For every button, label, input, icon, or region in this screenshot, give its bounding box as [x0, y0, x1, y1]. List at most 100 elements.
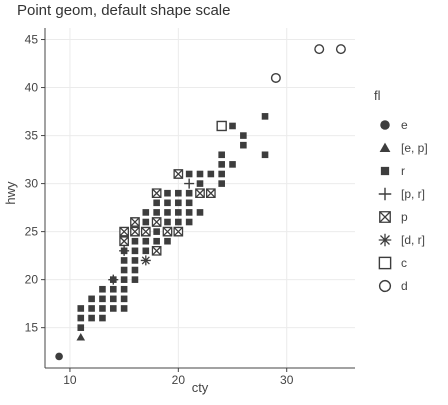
series-p	[119, 169, 216, 256]
legend-label: [p, r]	[401, 187, 425, 201]
data-point	[99, 295, 106, 303]
data-point	[185, 209, 193, 216]
data-point	[131, 237, 139, 245]
data-point	[175, 199, 182, 207]
legend-label: d	[401, 279, 408, 293]
legend-key	[378, 187, 392, 201]
data-point	[99, 305, 106, 312]
data-point	[175, 218, 182, 226]
data-point	[119, 236, 129, 247]
data-point	[153, 237, 160, 245]
data-point	[55, 352, 63, 361]
data-point	[140, 226, 151, 237]
data-point	[164, 189, 171, 197]
data-point	[164, 218, 171, 226]
data-point	[142, 247, 150, 255]
y-tick-label: 15	[25, 321, 39, 335]
data-point	[218, 161, 225, 168]
data-point	[140, 255, 151, 266]
legend-key	[378, 233, 392, 247]
data-point	[120, 285, 128, 293]
legend-label: r	[401, 164, 405, 178]
data-point	[108, 274, 119, 285]
legend-label: e	[401, 118, 408, 132]
data-point	[240, 141, 247, 149]
legend-item: e	[380, 118, 408, 132]
data-point	[153, 199, 160, 207]
y-axis-label: hwy	[3, 181, 18, 205]
data-point	[175, 209, 182, 216]
legend-item: [p, r]	[378, 187, 425, 201]
data-point	[185, 189, 193, 197]
data-point	[142, 218, 150, 226]
data-point	[162, 226, 173, 237]
data-point	[119, 226, 129, 237]
data-point	[196, 209, 204, 216]
legend-item: [d, r]	[378, 233, 425, 247]
data-point	[142, 237, 150, 245]
data-point	[185, 218, 193, 226]
data-point	[218, 151, 225, 159]
data-point	[99, 314, 106, 322]
data-point	[88, 314, 95, 322]
legend-key	[380, 120, 390, 130]
data-point	[131, 257, 139, 264]
data-point	[109, 285, 117, 293]
x-tick-label: 10	[63, 373, 77, 387]
data-point	[335, 44, 346, 55]
data-point	[185, 170, 193, 178]
legend-label: [e, p]	[401, 141, 428, 155]
data-point	[88, 295, 95, 303]
series-c	[216, 120, 227, 132]
data-point	[184, 178, 195, 189]
legend-title: fl	[374, 88, 381, 103]
data-point	[229, 122, 236, 130]
x-axis-label: cty	[192, 380, 209, 395]
data-point	[109, 305, 117, 312]
data-point	[77, 324, 85, 331]
data-point	[151, 188, 162, 199]
legend: fl e [e, p] r [p, r] p [d, r] cd	[374, 88, 428, 293]
data-point	[109, 295, 117, 303]
legend-key	[378, 279, 392, 293]
data-point	[240, 132, 247, 139]
data-point	[77, 314, 85, 322]
data-point	[153, 209, 160, 216]
data-point	[77, 305, 85, 312]
legend-label: c	[401, 256, 407, 270]
data-point	[164, 237, 171, 245]
legend-key	[378, 256, 392, 270]
series-e	[55, 352, 63, 361]
legend-label: [d, r]	[401, 233, 425, 247]
legend-item: c	[378, 256, 407, 270]
data-point	[218, 170, 225, 178]
legend-item: p	[379, 210, 408, 224]
data-point	[142, 209, 150, 216]
data-point	[175, 189, 182, 197]
data-point	[120, 305, 128, 312]
x-tick-label: 30	[280, 373, 294, 387]
data-point	[207, 170, 215, 178]
chart-title: Point geom, default shape scale	[17, 2, 230, 19]
data-point	[131, 276, 139, 283]
data-point	[229, 161, 236, 168]
x-tick-label: 20	[172, 373, 186, 387]
data-point	[196, 170, 204, 178]
data-point	[99, 285, 106, 293]
y-tick-label: 20	[25, 273, 39, 287]
gridlines	[45, 28, 355, 368]
data-point	[131, 247, 139, 255]
legend-label: p	[401, 210, 408, 224]
data-point	[173, 169, 184, 179]
data-point	[261, 113, 269, 120]
y-tick-label: 35	[25, 129, 39, 143]
data-point	[185, 199, 193, 207]
legend-key	[380, 166, 390, 176]
y-tick-label: 45	[25, 33, 39, 47]
data-point	[120, 257, 128, 264]
series-e-p	[76, 332, 86, 341]
data-point	[173, 226, 184, 237]
data-point	[218, 180, 225, 187]
